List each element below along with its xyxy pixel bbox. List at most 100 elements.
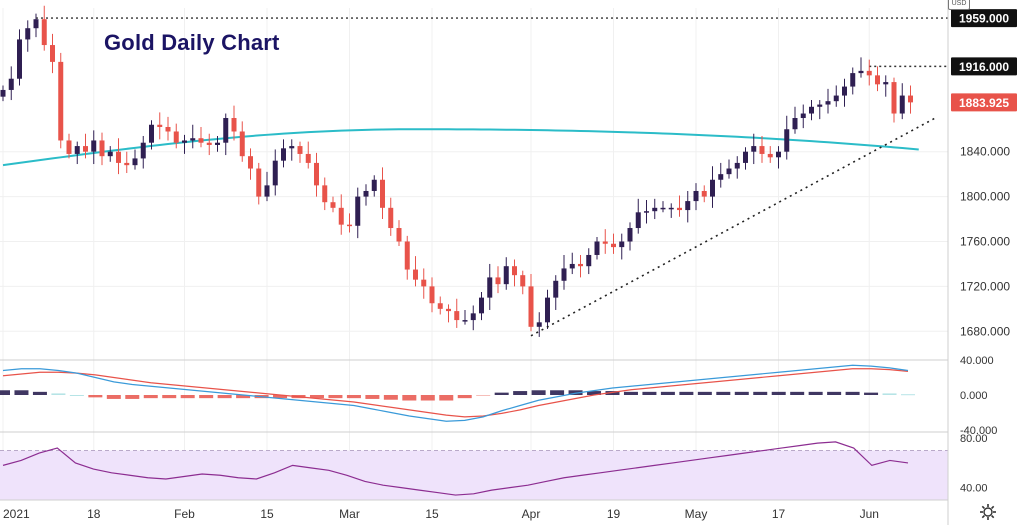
price-label-box [951, 57, 1017, 76]
macd-histogram-bar [531, 390, 546, 395]
candle-body [594, 241, 600, 255]
price-axis: 1680.000 1720.000 1760.000 1800.000 1840.000… [947, 0, 1010, 525]
price-label-text: 1883.925 [959, 96, 1009, 110]
candle-body [792, 118, 798, 130]
macd-tick-label: 0.000 [960, 390, 988, 402]
candle-body [239, 131, 245, 157]
macd-histogram-bar [346, 395, 361, 399]
rsi-panel [0, 431, 948, 501]
candle-body [685, 201, 691, 211]
macd-histogram-bar [457, 395, 472, 399]
candle-body [734, 162, 740, 169]
candle-body [875, 75, 880, 85]
x-tick-label: 19 [607, 507, 621, 521]
gear-icon[interactable] [978, 502, 998, 522]
macd-histogram-bar [162, 395, 177, 399]
candle-body [759, 146, 765, 154]
candle-body [644, 211, 649, 213]
macd-histogram-bar [716, 391, 731, 395]
candle-body [586, 254, 592, 267]
price-label-text: 1959.000 [959, 12, 1009, 26]
candle-body [495, 277, 501, 285]
macd-histogram-bar [420, 395, 435, 401]
candlestick-series [0, 5, 913, 337]
chart-title: Gold Daily Chart [104, 30, 280, 55]
macd-line [2, 364, 909, 422]
macd-histogram-bar [605, 391, 620, 395]
candle-body [173, 131, 179, 143]
x-tick-label: Mar [339, 507, 360, 521]
candle-body [190, 138, 196, 141]
candle-body [116, 151, 121, 163]
candle-body [454, 311, 460, 321]
candle-body [487, 277, 493, 298]
candle-body [470, 313, 476, 321]
candle-body [833, 95, 839, 102]
candle-body [182, 140, 187, 143]
candle-body [710, 179, 715, 197]
macd-histogram-bar [69, 395, 84, 396]
y-tick-label: 1760.000 [960, 234, 1010, 248]
macd-histogram-bar [476, 395, 491, 396]
macd-histogram-bar [513, 391, 528, 395]
rsi-tick-label: 40.00 [960, 483, 988, 495]
candle-body [198, 138, 204, 143]
trendline [530, 117, 936, 337]
rsi-line [2, 441, 909, 496]
price-labels: 1959.000 1916.000 1883.925 [951, 9, 1017, 112]
x-tick-label: May [685, 507, 708, 521]
candle-body [866, 70, 872, 76]
candle-body [404, 241, 410, 270]
candle-body [652, 207, 658, 212]
candle-body [883, 82, 889, 85]
currency-badge[interactable]: USD [948, 0, 970, 10]
candle-body [891, 82, 897, 114]
candle-body [132, 158, 138, 166]
candle-body [272, 160, 278, 186]
candle-body [693, 190, 699, 202]
macd-histogram-bar [790, 391, 805, 395]
candle-body [140, 142, 146, 159]
candle-body [256, 168, 262, 197]
macd-histogram-bar [402, 395, 417, 401]
macd-histogram-bar [697, 391, 712, 395]
macd-histogram-bar [623, 391, 638, 395]
candle-body [627, 228, 633, 242]
candle-body [248, 156, 253, 169]
candle-body [561, 268, 567, 281]
macd-panel [0, 359, 948, 422]
candle-body [784, 129, 790, 152]
candle-body [677, 207, 682, 211]
candle-body [611, 243, 616, 248]
candle-body [726, 168, 732, 175]
candle-body [503, 266, 509, 285]
candle-body [858, 70, 864, 74]
x-tick-label: 15 [425, 507, 439, 521]
macd-histogram-bar [771, 391, 786, 395]
candle-body [767, 153, 773, 158]
candle-body [396, 228, 402, 242]
candle-body [264, 185, 270, 197]
macd-histogram-bar [568, 390, 583, 395]
y-tick-label: 1680.000 [960, 324, 1010, 338]
candle-body [825, 101, 831, 105]
moving-average-line [2, 128, 919, 167]
macd-histogram-bar [660, 391, 675, 395]
candle-body [850, 73, 856, 87]
macd-histogram-bar [0, 390, 10, 395]
candle-body [602, 241, 608, 244]
macd-histogram-bar [365, 395, 380, 399]
candle-body [74, 146, 80, 154]
candle-body [215, 142, 220, 145]
macd-histogram-bar [106, 395, 121, 399]
macd-histogram-bar [679, 391, 694, 395]
candle-body [462, 320, 468, 322]
macd-histogram-bar [808, 391, 823, 395]
candle-body [149, 124, 154, 143]
candle-body [751, 146, 757, 152]
candle-body [800, 113, 806, 119]
x-tick-label: 15 [260, 507, 274, 521]
macd-histogram-bar [383, 395, 398, 400]
candle-body [899, 95, 905, 114]
macd-histogram-bar [587, 391, 602, 395]
